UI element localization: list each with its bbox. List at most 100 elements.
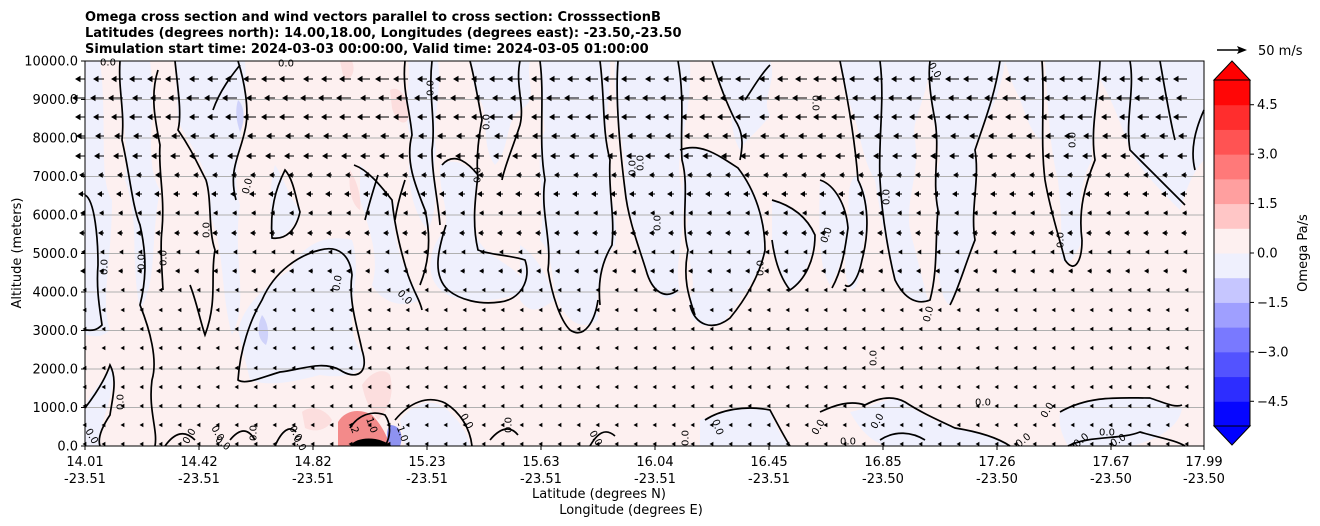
wind-vector bbox=[341, 152, 351, 160]
wind-vector bbox=[175, 268, 180, 274]
y-tick-label: 0.0 bbox=[57, 440, 78, 455]
wind-vector bbox=[1089, 326, 1094, 332]
wind-vector bbox=[557, 326, 562, 332]
wind-vector bbox=[1002, 94, 1016, 102]
wind-vector bbox=[570, 132, 579, 140]
wind-vector bbox=[614, 307, 619, 313]
wind-vector bbox=[576, 441, 581, 447]
wind-vector bbox=[214, 249, 219, 255]
wind-vector bbox=[1127, 326, 1132, 332]
wind-vector bbox=[1146, 307, 1151, 313]
wind-vector bbox=[671, 307, 676, 313]
wind-vector bbox=[614, 287, 619, 293]
wind-vector bbox=[436, 152, 446, 160]
wind-vector bbox=[766, 441, 771, 447]
wind-vector bbox=[1106, 210, 1111, 216]
x-axis: 14.01 -23.51 14.42 -23.51 14.82 -23.51 15.23 -2… bbox=[64, 446, 1225, 487]
wind-vector bbox=[899, 403, 904, 409]
wind-vector bbox=[556, 249, 561, 255]
wind-vector bbox=[253, 403, 258, 409]
wind-vector bbox=[747, 326, 752, 332]
wind-vector bbox=[994, 441, 999, 447]
wind-vector bbox=[189, 75, 199, 83]
wind-vector bbox=[1164, 249, 1169, 255]
wind-vector bbox=[120, 307, 125, 313]
colorbar-level bbox=[1214, 154, 1250, 180]
wind-vector bbox=[668, 230, 674, 236]
wind-vector bbox=[1032, 422, 1037, 428]
wind-vector bbox=[671, 365, 676, 371]
wind-vector bbox=[852, 94, 864, 102]
x-tick-label-lon: -23.51 bbox=[406, 472, 448, 487]
wind-vector bbox=[251, 268, 256, 274]
wind-vector bbox=[897, 210, 902, 216]
wind-vector bbox=[1070, 384, 1075, 390]
wind-vector bbox=[1137, 113, 1149, 121]
wind-vector bbox=[785, 287, 790, 293]
wind-vector bbox=[861, 307, 866, 313]
wind-vector bbox=[1146, 422, 1151, 428]
wind-vector bbox=[132, 94, 142, 102]
wind-vector bbox=[574, 268, 579, 274]
wind-vector bbox=[225, 75, 237, 83]
wind-vector bbox=[554, 172, 560, 178]
negative-omega-region bbox=[1005, 61, 1043, 140]
wind-vector bbox=[270, 210, 275, 216]
wind-vector bbox=[690, 365, 695, 371]
wind-vector bbox=[253, 345, 258, 351]
wind-vector bbox=[93, 113, 104, 121]
negative-omega-region bbox=[175, 61, 246, 335]
positive-omega-region bbox=[349, 170, 361, 210]
wind-vector bbox=[1013, 384, 1018, 390]
wind-vector bbox=[1087, 210, 1092, 216]
wind-vector bbox=[741, 132, 750, 140]
negative-omega-regions bbox=[85, 61, 1204, 446]
wind-vector bbox=[573, 230, 579, 236]
wind-vector bbox=[956, 287, 961, 293]
wind-vector bbox=[702, 152, 712, 160]
x-tick-label-lat: 14.82 bbox=[294, 455, 331, 470]
wind-vector bbox=[708, 249, 713, 255]
wind-vector bbox=[956, 403, 961, 409]
wind-vector bbox=[899, 422, 904, 428]
wind-vector bbox=[497, 172, 503, 178]
wind-vector bbox=[1121, 132, 1130, 140]
wind-vector bbox=[279, 113, 294, 121]
wind-vector bbox=[842, 441, 847, 447]
wind-vector bbox=[336, 94, 351, 102]
negative-omega-region bbox=[1059, 397, 1182, 446]
wind-vector bbox=[994, 345, 999, 351]
wind-vector bbox=[1180, 191, 1187, 197]
wind-vector bbox=[1142, 191, 1149, 197]
wind-vector bbox=[443, 403, 448, 409]
wind-vector bbox=[101, 384, 106, 390]
wind-vector bbox=[931, 132, 940, 140]
wind-vector bbox=[610, 191, 617, 197]
wind-vector bbox=[177, 326, 182, 332]
wind-vector bbox=[405, 307, 410, 313]
wind-vector bbox=[1146, 441, 1151, 447]
wind-vector bbox=[1184, 326, 1189, 332]
wind-vector bbox=[310, 403, 315, 409]
wind-vector bbox=[611, 172, 617, 178]
wind-vector bbox=[139, 287, 144, 293]
wind-vector bbox=[766, 287, 771, 293]
wind-vector bbox=[595, 326, 600, 332]
wind-vector bbox=[253, 287, 258, 293]
wind-vector bbox=[652, 365, 657, 371]
contour-label: 0.0 bbox=[1099, 428, 1115, 439]
wind-vector bbox=[75, 152, 85, 160]
wind-vector bbox=[650, 268, 655, 274]
wind-vector bbox=[841, 249, 846, 255]
wind-vector bbox=[763, 172, 769, 178]
wind-vector bbox=[861, 441, 866, 447]
wind-vector bbox=[861, 403, 866, 409]
wind-vector bbox=[462, 345, 467, 351]
wind-vector bbox=[954, 268, 959, 274]
wind-vector bbox=[858, 230, 864, 236]
wind-vector bbox=[652, 287, 657, 293]
wind-vector bbox=[135, 191, 142, 197]
zero-contour bbox=[232, 60, 248, 201]
wind-vector bbox=[291, 287, 296, 293]
x-tick-label-lat: 16.85 bbox=[864, 455, 901, 470]
